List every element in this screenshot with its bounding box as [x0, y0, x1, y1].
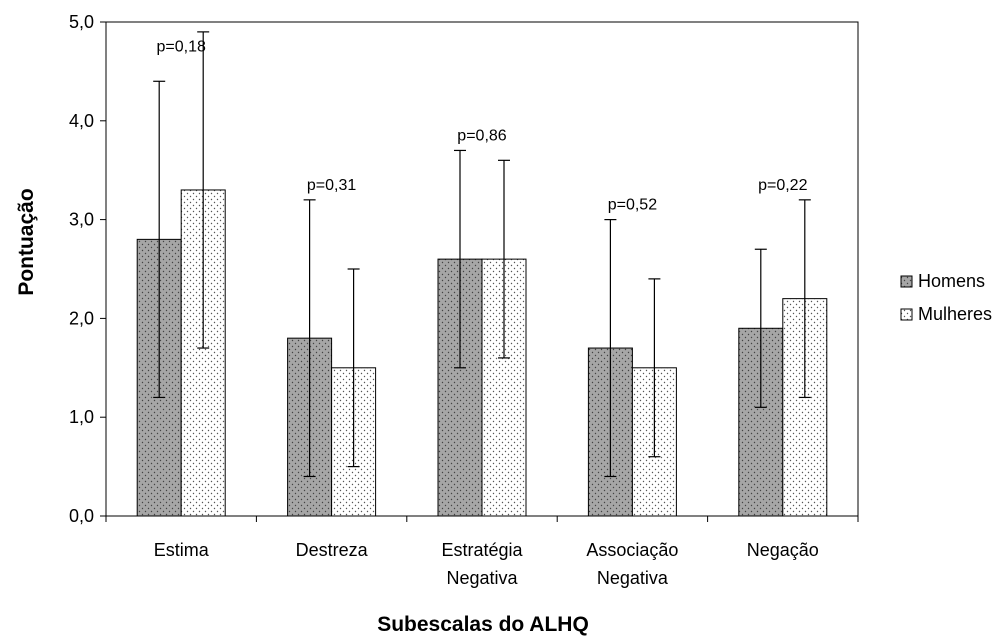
- y-tick-label: 2,0: [69, 308, 94, 328]
- legend-swatch-homens: [900, 275, 913, 288]
- x-tick-label: Negativa: [597, 568, 669, 588]
- x-axis-title: Subescalas do ALHQ: [377, 613, 589, 636]
- x-tick-label: Estima: [154, 540, 210, 560]
- y-tick-label: 3,0: [69, 210, 94, 230]
- x-tick-label: Estratégia: [441, 540, 523, 560]
- p-value-label: p=0,18: [157, 39, 206, 56]
- p-value-label: p=0,52: [608, 197, 657, 214]
- y-axis-title: Pontuação: [15, 188, 38, 295]
- x-tick-label: Negativa: [446, 568, 518, 588]
- legend-label-homens: Homens: [918, 271, 985, 291]
- y-tick-label: 0,0: [69, 506, 94, 526]
- y-tick-label: 5,0: [69, 12, 94, 32]
- p-value-label: p=0,86: [457, 128, 506, 145]
- x-tick-label: Negação: [747, 540, 819, 560]
- legend-swatch-mulheres: [900, 308, 913, 321]
- legend-label-mulheres: Mulheres: [918, 304, 992, 324]
- plot-area: 0,0 1,0 2,0 3,0 4,0 5,0 p=0,18 Estima p=0,31 Dest…: [69, 12, 859, 588]
- x-tick-label: Destreza: [296, 540, 369, 560]
- y-tick-label: 1,0: [69, 407, 94, 427]
- p-value-label: p=0,22: [758, 177, 807, 194]
- y-tick-label: 4,0: [69, 111, 94, 131]
- p-value-label: p=0,31: [307, 177, 356, 194]
- legend: Homens Mulheres: [900, 271, 992, 324]
- x-tick-label: Associação: [586, 540, 678, 560]
